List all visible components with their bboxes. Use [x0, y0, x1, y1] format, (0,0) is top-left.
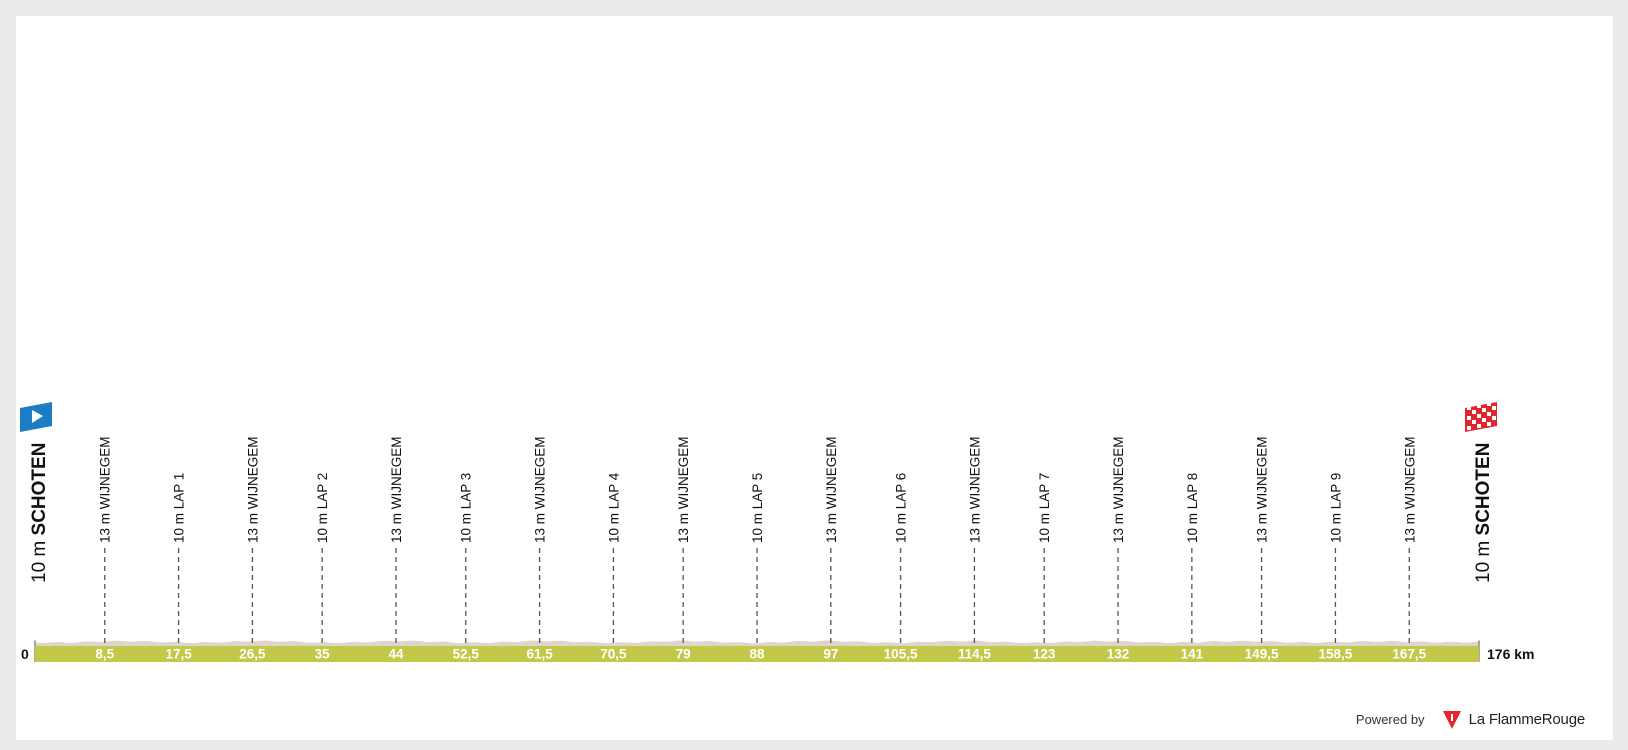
waypoint-label-17: 10 m LAP 9 [1328, 473, 1343, 543]
km-label-11: 105,5 [884, 647, 918, 662]
waypoint-label-9: 10 m LAP 5 [750, 473, 765, 543]
waypoint-label-7: 10 m LAP 4 [606, 472, 621, 543]
km-label-3: 35 [315, 647, 331, 662]
waypoint-label-0: 13 m WIJNEGEM [98, 436, 113, 543]
km-label-15: 141 [1181, 647, 1204, 662]
waypoint-label-6: 13 m WIJNEGEM [533, 436, 548, 543]
waypoint-label-2: 13 m WIJNEGEM [245, 436, 260, 543]
waypoint-label-8: 13 m WIJNEGEM [676, 436, 691, 543]
waypoint-label-5: 10 m LAP 3 [459, 473, 474, 543]
finish-flag-icon [1465, 402, 1497, 432]
stage-profile-chart: 13 m WIJNEGEM 8,5 10 m LAP 1 17,5 13 m WIJNE… [20, 402, 1534, 662]
waypoint-label-1: 10 m LAP 1 [172, 473, 187, 543]
waypoint-label-4: 13 m WIJNEGEM [389, 436, 404, 543]
start-label-town: SCHOTEN [29, 443, 50, 536]
km-label-16: 149,5 [1245, 647, 1279, 662]
profile-card: 13 m WIJNEGEM 8,5 10 m LAP 1 17,5 13 m WIJNE… [16, 16, 1613, 740]
km-label-7: 70,5 [600, 647, 627, 662]
waypoint-label-10: 13 m WIJNEGEM [824, 436, 839, 543]
km-start-label: 0 [21, 646, 29, 662]
powered-by-label: Powered by [1355, 711, 1425, 727]
km-label-5: 52,5 [453, 647, 480, 662]
finish-label: 10 m SCHOTEN [1473, 443, 1494, 583]
km-label-9: 88 [749, 647, 765, 662]
km-label-13: 123 [1033, 647, 1056, 662]
km-label-12: 114,5 [958, 647, 992, 662]
km-label-0: 8,5 [95, 647, 114, 662]
powered-by-footer: Powered by La FlammeRouge [1356, 708, 1585, 730]
km-label-1: 17,5 [165, 647, 192, 662]
waypoint-label-18: 13 m WIJNEGEM [1402, 436, 1417, 543]
flamme-rouge-logo-icon [1441, 708, 1463, 730]
waypoint-label-12: 13 m WIJNEGEM [967, 436, 982, 543]
km-label-2: 26,5 [239, 647, 266, 662]
km-label-14: 132 [1107, 647, 1130, 662]
waypoint-label-13: 10 m LAP 7 [1037, 473, 1052, 543]
waypoint-label-11: 10 m LAP 6 [894, 473, 909, 543]
finish-label-town: SCHOTEN [1473, 443, 1494, 536]
start-label: 10 m SCHOTEN [29, 443, 50, 583]
waypoint-label-14: 13 m WIJNEGEM [1111, 436, 1126, 543]
waypoint-label-3: 10 m LAP 2 [315, 473, 330, 543]
km-band [35, 646, 1479, 662]
km-label-4: 44 [388, 647, 404, 662]
km-label-6: 61,5 [526, 647, 553, 662]
km-end-label: 176 km [1487, 646, 1534, 662]
waypoint-label-15: 10 m LAP 8 [1185, 473, 1200, 543]
km-label-10: 97 [823, 647, 838, 662]
start-flag-icon [20, 402, 52, 432]
km-label-18: 167,5 [1392, 647, 1426, 662]
brand-name: La FlammeRouge [1468, 710, 1586, 728]
waypoint-label-16: 13 m WIJNEGEM [1255, 436, 1270, 543]
km-label-8: 79 [676, 647, 691, 662]
km-label-17: 158,5 [1319, 647, 1353, 662]
